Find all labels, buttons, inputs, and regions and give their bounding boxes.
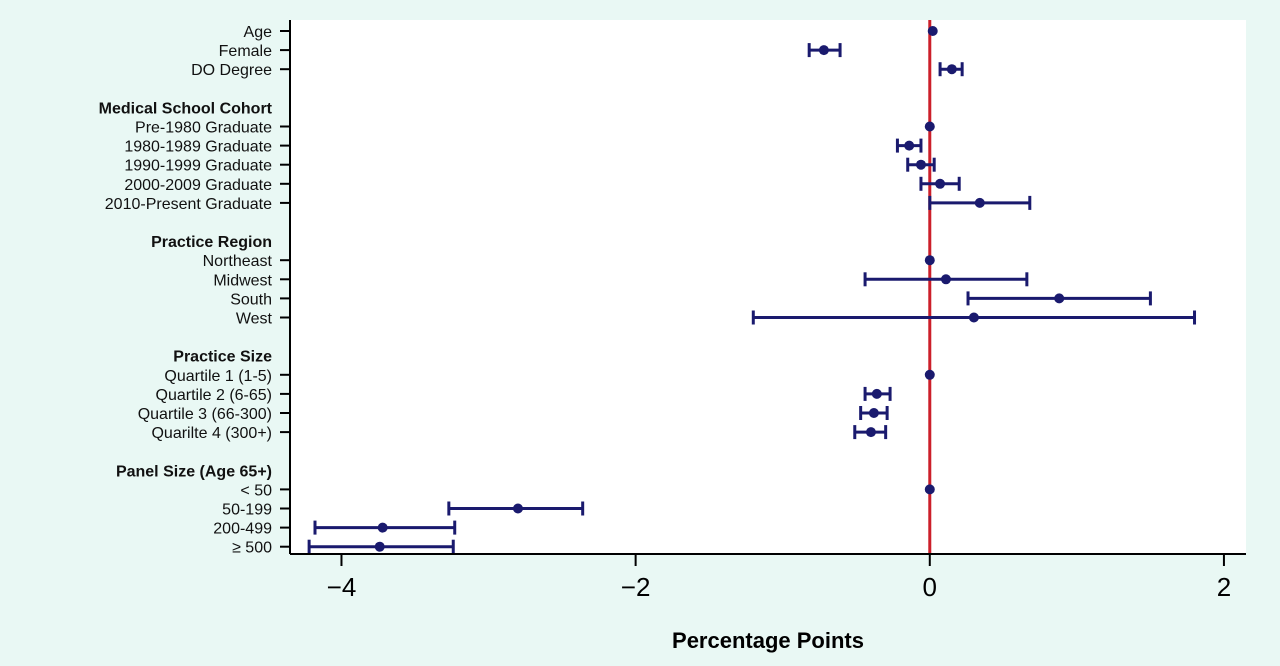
x-tick-label: 2 bbox=[1217, 572, 1231, 602]
row-label: Quartile 2 (6-65) bbox=[156, 387, 273, 404]
row-label: 50-199 bbox=[222, 502, 272, 519]
row-label: South bbox=[230, 291, 272, 308]
estimate-point bbox=[871, 388, 882, 399]
row-label: Female bbox=[219, 43, 272, 60]
estimate-point bbox=[935, 178, 946, 189]
estimate-point bbox=[968, 312, 979, 323]
estimate-point bbox=[940, 274, 951, 285]
estimate-point bbox=[924, 121, 935, 132]
estimate-point bbox=[946, 64, 957, 75]
row-label: 1990-1999 Graduate bbox=[124, 158, 272, 175]
marks-layer bbox=[307, 26, 1197, 554]
row-label: West bbox=[236, 311, 273, 328]
row-label: < 50 bbox=[240, 482, 272, 499]
estimate-point bbox=[924, 484, 935, 495]
row-label: ≥ 500 bbox=[232, 540, 272, 557]
row-label: 2000-2009 Graduate bbox=[124, 177, 272, 194]
x-tick-label: 0 bbox=[923, 572, 937, 602]
row-label: 2010-Present Graduate bbox=[105, 196, 272, 213]
group-header-label: Practice Region bbox=[151, 234, 272, 251]
estimate-point bbox=[818, 45, 829, 56]
row-label: Quartile 1 (1-5) bbox=[164, 368, 272, 385]
row-label: Age bbox=[244, 24, 273, 41]
axes-layer: −4 −2 0 2 bbox=[280, 20, 1246, 602]
row-label: Pre-1980 Graduate bbox=[135, 120, 272, 137]
group-header-label: Medical School Cohort bbox=[99, 100, 273, 117]
x-tick-label: −4 bbox=[327, 572, 357, 602]
estimate-point bbox=[512, 503, 523, 514]
x-tick-label: −2 bbox=[621, 572, 651, 602]
estimate-point bbox=[1054, 293, 1065, 304]
estimate-point bbox=[865, 427, 876, 438]
estimate-point bbox=[377, 522, 388, 533]
estimate-point bbox=[974, 197, 985, 208]
row-label: Quarilte 4 (300+) bbox=[151, 425, 272, 442]
row-label: 1980-1989 Graduate bbox=[124, 139, 272, 156]
estimate-point bbox=[924, 369, 935, 380]
estimate-point bbox=[374, 541, 385, 552]
estimate-point bbox=[868, 408, 879, 418]
row-label: Quartile 3 (66-300) bbox=[138, 406, 272, 423]
row-labels-layer: Age Female DO Degree Medical School Cohort P… bbox=[99, 24, 273, 557]
group-header-label: Practice Size bbox=[173, 349, 272, 366]
estimate-point bbox=[915, 159, 926, 170]
estimate-point bbox=[904, 140, 915, 151]
row-label: Northeast bbox=[203, 253, 273, 270]
row-label: DO Degree bbox=[191, 62, 272, 79]
row-label: Midwest bbox=[213, 272, 272, 289]
group-header-label: Panel Size (Age 65+) bbox=[116, 463, 272, 480]
row-label: 200-499 bbox=[213, 521, 272, 538]
estimate-point bbox=[927, 26, 938, 36]
plot-area bbox=[290, 20, 1246, 554]
x-axis-title: Percentage Points bbox=[672, 628, 864, 653]
estimate-point bbox=[924, 255, 935, 266]
